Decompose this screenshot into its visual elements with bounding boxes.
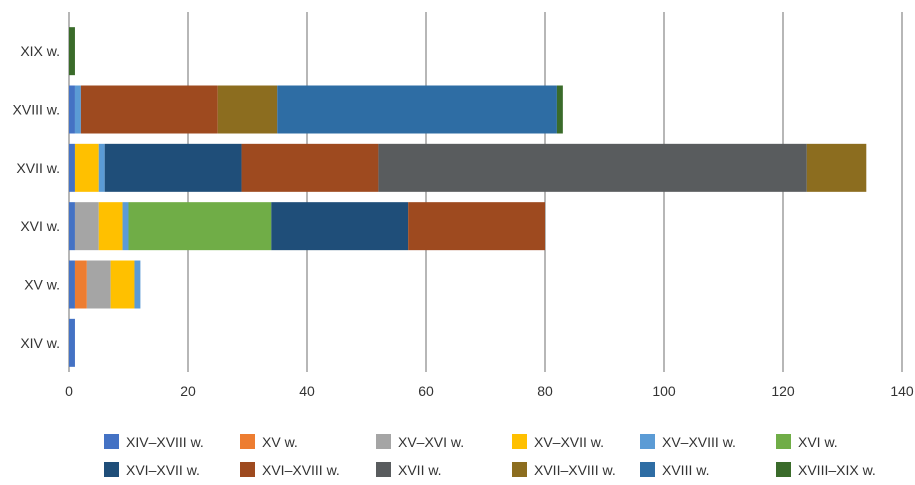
- bar-segment: [98, 202, 123, 251]
- legend-swatch: [512, 462, 527, 477]
- bar-segment: [217, 85, 278, 134]
- y-tick-label: XV w.: [24, 277, 60, 293]
- legend-swatch: [104, 434, 119, 449]
- bar-segment: [74, 143, 99, 192]
- bar-segment: [806, 143, 867, 192]
- bar-segment: [69, 85, 75, 134]
- legend-label: XIV–XVIII w.: [126, 434, 204, 450]
- y-tick-label: XVII w.: [16, 160, 60, 176]
- legend-swatch: [376, 462, 391, 477]
- bar-segment: [69, 143, 75, 192]
- legend-swatch: [640, 434, 655, 449]
- x-tick-label: 120: [771, 383, 795, 399]
- x-tick-label: 0: [65, 383, 73, 399]
- legend-swatch: [776, 434, 791, 449]
- y-tick-label: XIV w.: [20, 335, 60, 351]
- x-tick-label: 20: [180, 383, 196, 399]
- legend-swatch: [640, 462, 655, 477]
- bars: [69, 27, 867, 367]
- x-tick-label: 140: [890, 383, 914, 399]
- bar-segment: [408, 202, 545, 251]
- bar-segment: [241, 143, 379, 192]
- bar-segment: [74, 202, 99, 251]
- legend-label: XV–XVIII w.: [662, 434, 736, 450]
- bar-segment: [69, 27, 75, 76]
- legend-swatch: [104, 462, 119, 477]
- legend-label: XVI–XVII w.: [126, 462, 200, 478]
- bar-segment: [80, 85, 218, 134]
- y-tick-label: XVI w.: [20, 218, 60, 234]
- x-tick-label: 60: [418, 383, 434, 399]
- legend-label: XV–XVI w.: [398, 434, 464, 450]
- bar-segment: [69, 318, 75, 367]
- bar-segment: [378, 143, 807, 192]
- gridlines: [68, 12, 903, 372]
- bar-segment: [74, 260, 87, 309]
- y-tick-labels: XIX w. XVIII w. XVII w. XVI w. XV w. XIV w.: [13, 43, 60, 351]
- legend-label: XVII w.: [398, 462, 442, 478]
- y-tick-label: XVIII w.: [13, 102, 60, 118]
- legend-label: XVI–XVIII w.: [262, 462, 340, 478]
- legend-label: XV w.: [262, 434, 298, 450]
- legend-swatch: [240, 434, 255, 449]
- bar-segment: [277, 85, 557, 134]
- x-tick-label: 100: [652, 383, 676, 399]
- legend: XIV–XVIII w. XV w. XV–XVI w. XV–XVII w. XV–X…: [104, 434, 876, 478]
- legend-label: XVI w.: [798, 434, 838, 450]
- x-tick-labels: 0 20 40 60 80 100 120 140: [65, 383, 914, 399]
- legend-label: XV–XVII w.: [534, 434, 604, 450]
- bar-segment: [104, 143, 242, 192]
- bar-segment: [86, 260, 111, 309]
- bar-segment: [122, 202, 129, 251]
- bar-segment: [110, 260, 135, 309]
- x-tick-label: 80: [537, 383, 553, 399]
- legend-swatch: [376, 434, 391, 449]
- legend-label: XVIII–XIX w.: [798, 462, 876, 478]
- bar-segment: [98, 143, 105, 192]
- legend-swatch: [240, 462, 255, 477]
- legend-label: XVIII w.: [662, 462, 709, 478]
- bar-segment: [69, 260, 75, 309]
- bar-segment: [69, 202, 75, 251]
- x-tick-label: 40: [299, 383, 315, 399]
- legend-label: XVII–XVIII w.: [534, 462, 616, 478]
- bar-segment: [134, 260, 141, 309]
- bar-segment: [271, 202, 409, 251]
- legend-swatch: [512, 434, 527, 449]
- bar-segment: [556, 85, 563, 134]
- bar-segment: [128, 202, 272, 251]
- y-tick-label: XIX w.: [20, 43, 60, 59]
- bar-segment: [74, 85, 81, 134]
- legend-swatch: [776, 462, 791, 477]
